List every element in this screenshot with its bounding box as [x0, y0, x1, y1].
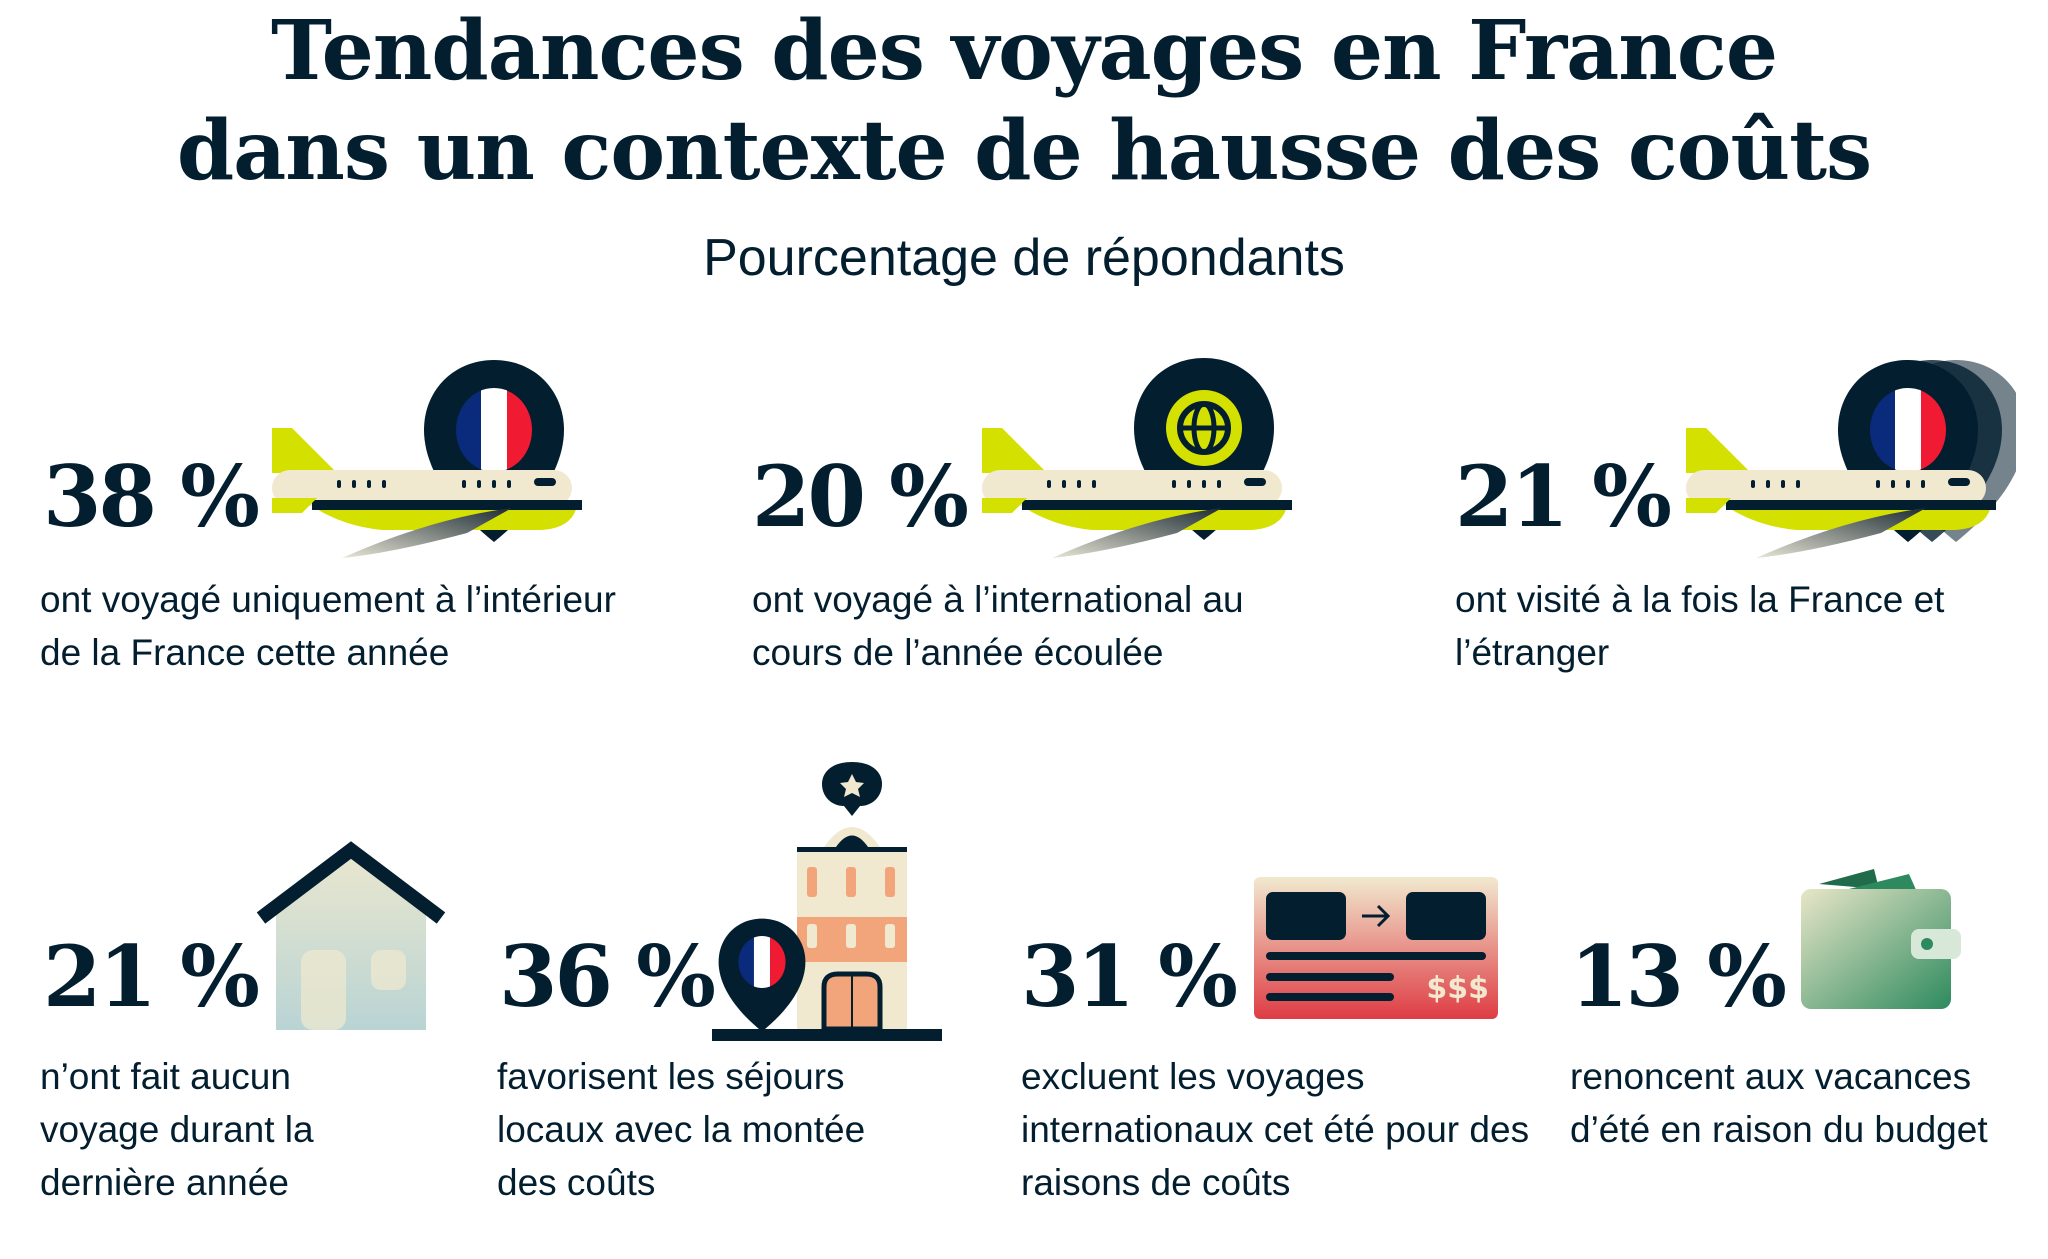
wallet-icon — [1801, 869, 1961, 1009]
stat-text-domestic: ont voyagé uniquement à l’intérieur de l… — [40, 579, 616, 673]
ticket-cost-icon: $$$ — [1254, 877, 1498, 1019]
title-line-2: dans un contexte de hausse des coûts — [176, 103, 1872, 199]
plane-globe-pin-icon — [982, 358, 1292, 558]
stat-text-exclude-international: excluent les voyages internationaux cet … — [1021, 1056, 1530, 1203]
stat-value-international: 20 % — [752, 447, 969, 546]
stat-value-exclude-international: 31 % — [1021, 927, 1238, 1026]
subtitle: Pourcentage de répondants — [703, 229, 1345, 287]
plane-multi-pin-icon — [1686, 360, 2016, 558]
stat-text-skip-vacation: renoncent aux vacances d’été en raison d… — [1570, 1056, 1988, 1150]
plane-france-pin-icon — [272, 360, 582, 558]
cost-label: $$$ — [1426, 971, 1489, 1006]
stat-text-both: ont visité à la fois la France et l’étra… — [1455, 579, 1945, 673]
stat-value-domestic: 38 % — [43, 447, 260, 546]
stat-text-local-stays: favorisent les séjours locaux avec la mo… — [497, 1056, 866, 1203]
stat-text-no-travel: n’ont fait aucun voyage durant la derniè… — [40, 1056, 314, 1203]
title-line-1: Tendances des voyages en France — [270, 3, 1778, 99]
stat-value-both: 21 % — [1455, 447, 1672, 546]
hotel-france-pin-icon — [712, 762, 942, 1041]
stat-value-local-stays: 36 % — [499, 927, 716, 1026]
house-icon — [256, 841, 446, 1030]
stat-value-skip-vacation: 13 % — [1570, 927, 1787, 1026]
stat-text-international: ont voyagé à l’international au cours de… — [752, 579, 1244, 673]
stat-value-no-travel: 21 % — [43, 927, 260, 1026]
